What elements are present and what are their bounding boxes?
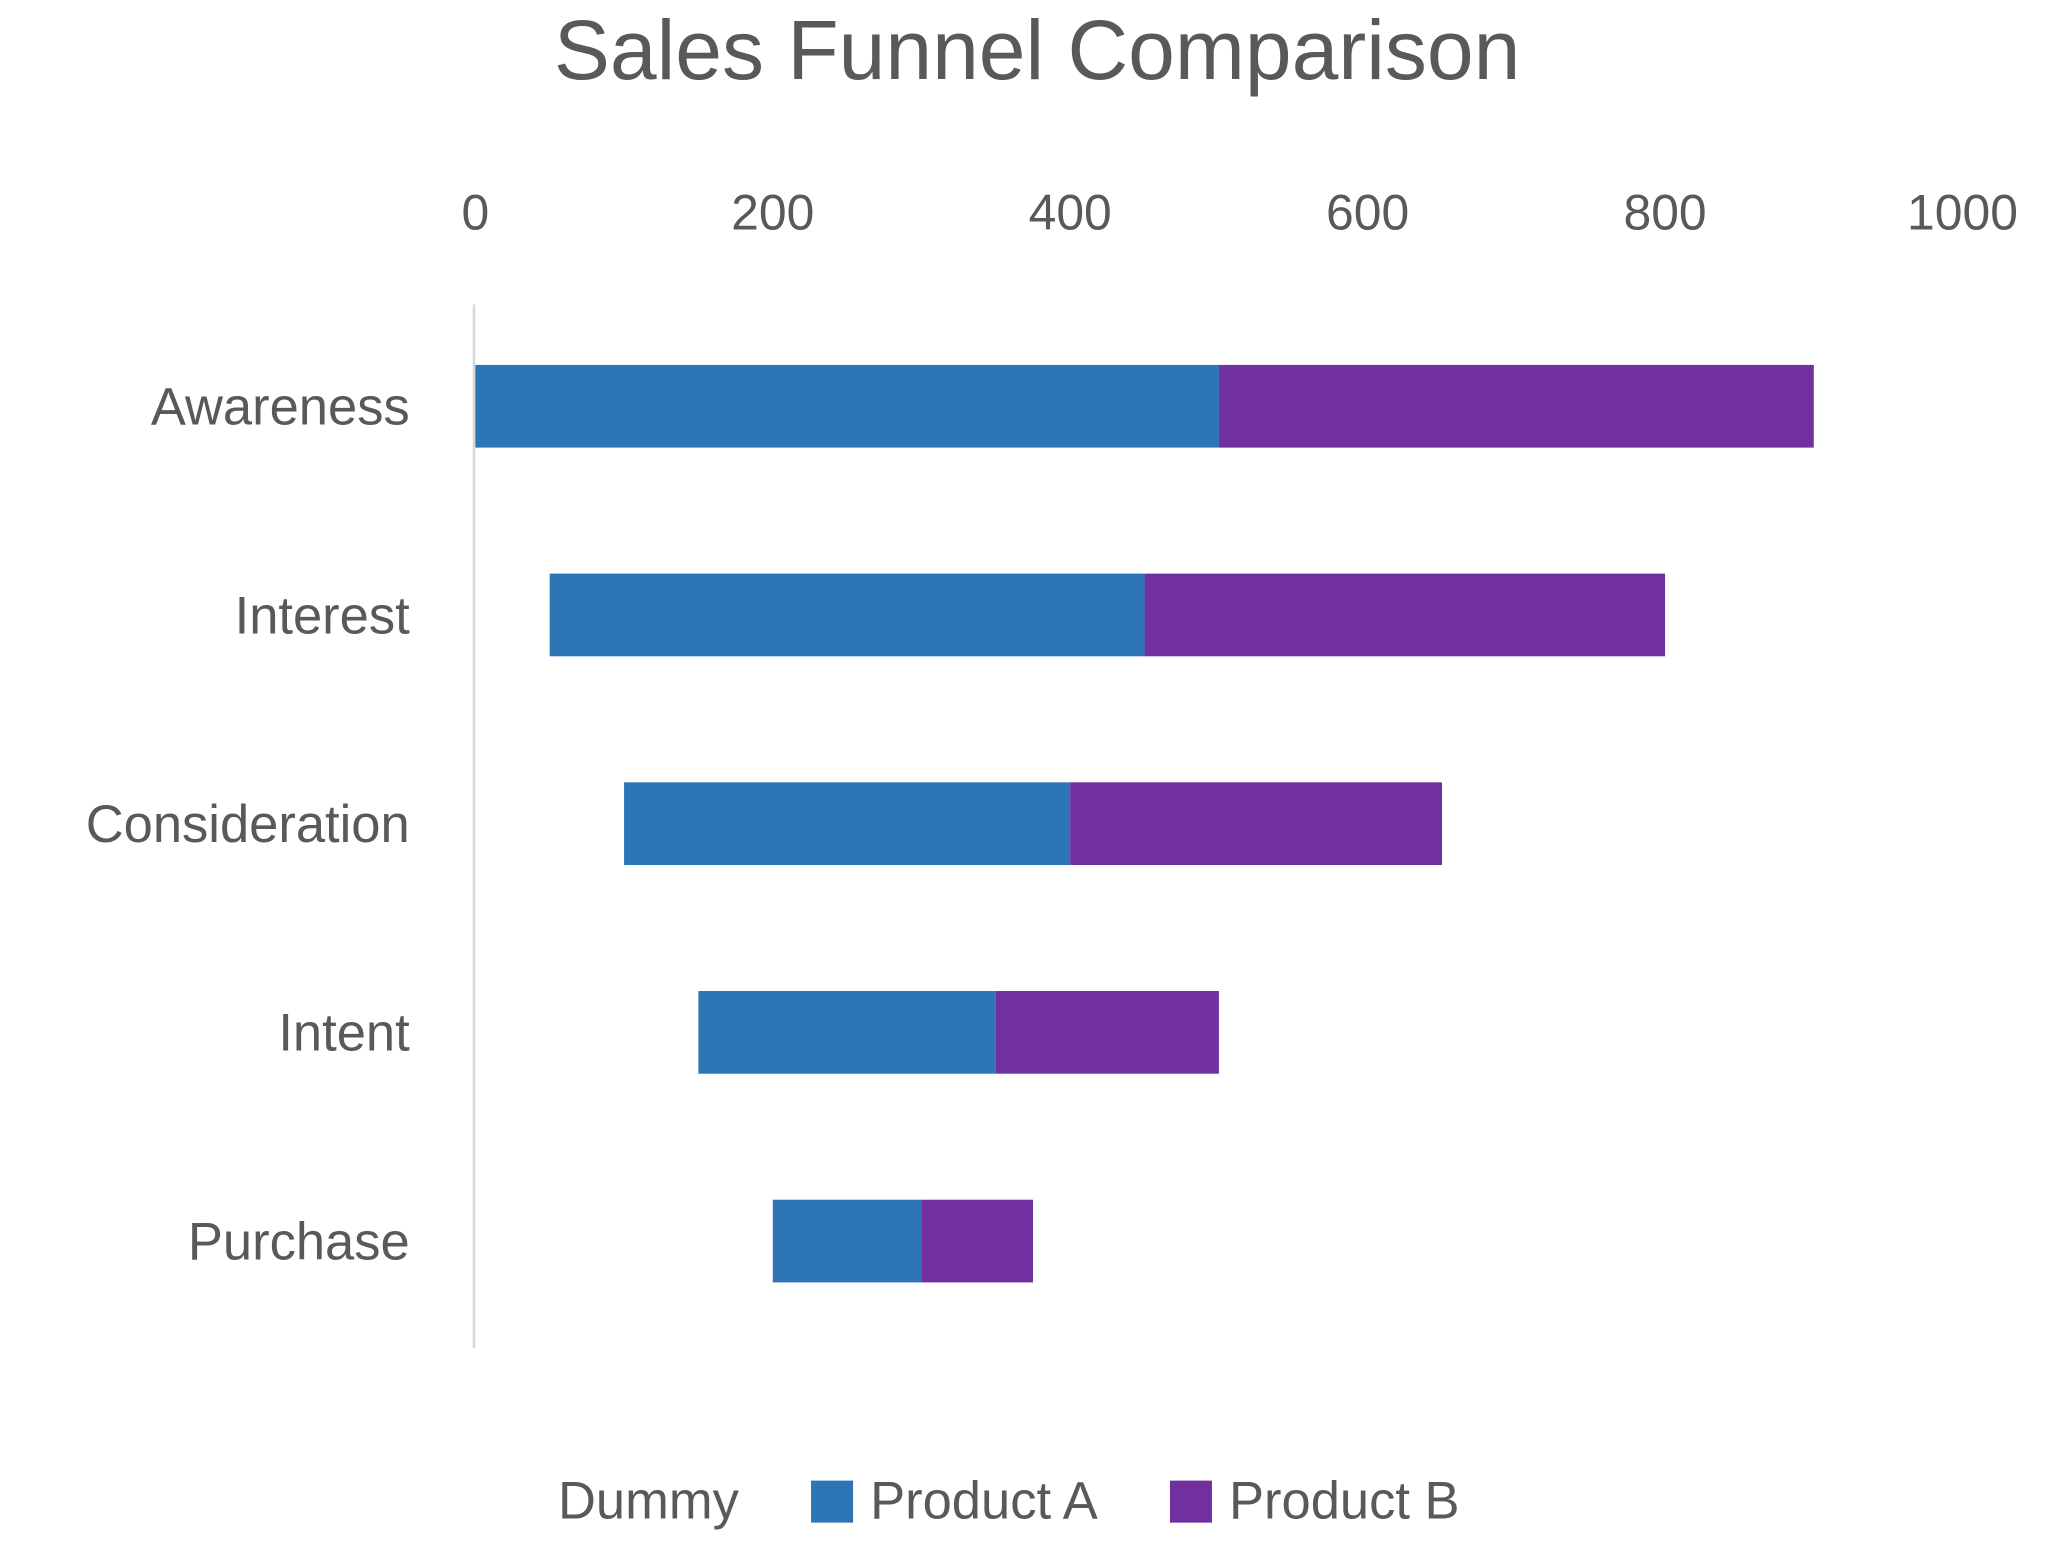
bar-product-b-consideration <box>1070 782 1442 866</box>
x-tick-label: 0 <box>461 185 489 241</box>
category-label: Consideration <box>86 795 410 854</box>
x-tick-label: 600 <box>1326 185 1409 241</box>
legend-item-product-a: Product A <box>811 1472 1098 1531</box>
bar-product-a-awareness <box>475 364 1219 448</box>
legend-label: Product B <box>1229 1472 1460 1531</box>
bar-product-a-intent <box>698 991 996 1074</box>
legend-swatch <box>811 1480 854 1523</box>
x-tick-label: 1000 <box>1907 185 2018 241</box>
category-label: Interest <box>235 586 410 645</box>
legend-label: Product A <box>870 1472 1098 1531</box>
bar-product-a-consideration <box>624 782 1071 866</box>
legend-item-dummy: Dummy <box>558 1472 740 1531</box>
legend-label: Dummy <box>558 1472 740 1531</box>
legend-swatch <box>1169 1480 1212 1523</box>
bar-product-b-interest <box>1144 573 1666 657</box>
bar-product-b-purchase <box>921 1199 1034 1283</box>
chart-title: Sales Funnel Comparison <box>554 3 1521 97</box>
x-tick-label: 200 <box>731 185 814 241</box>
x-tick-label: 400 <box>1029 185 1112 241</box>
bar-product-a-interest <box>549 573 1145 657</box>
category-label: Intent <box>278 1004 410 1063</box>
bar-product-b-awareness <box>1218 364 1814 448</box>
bar-product-b-intent <box>995 991 1219 1074</box>
bar-product-a-purchase <box>772 1199 922 1283</box>
x-tick-label: 800 <box>1623 185 1706 241</box>
category-label: Awareness <box>151 378 410 437</box>
legend-item-product-b: Product B <box>1169 1472 1460 1531</box>
category-label: Purchase <box>188 1212 410 1271</box>
